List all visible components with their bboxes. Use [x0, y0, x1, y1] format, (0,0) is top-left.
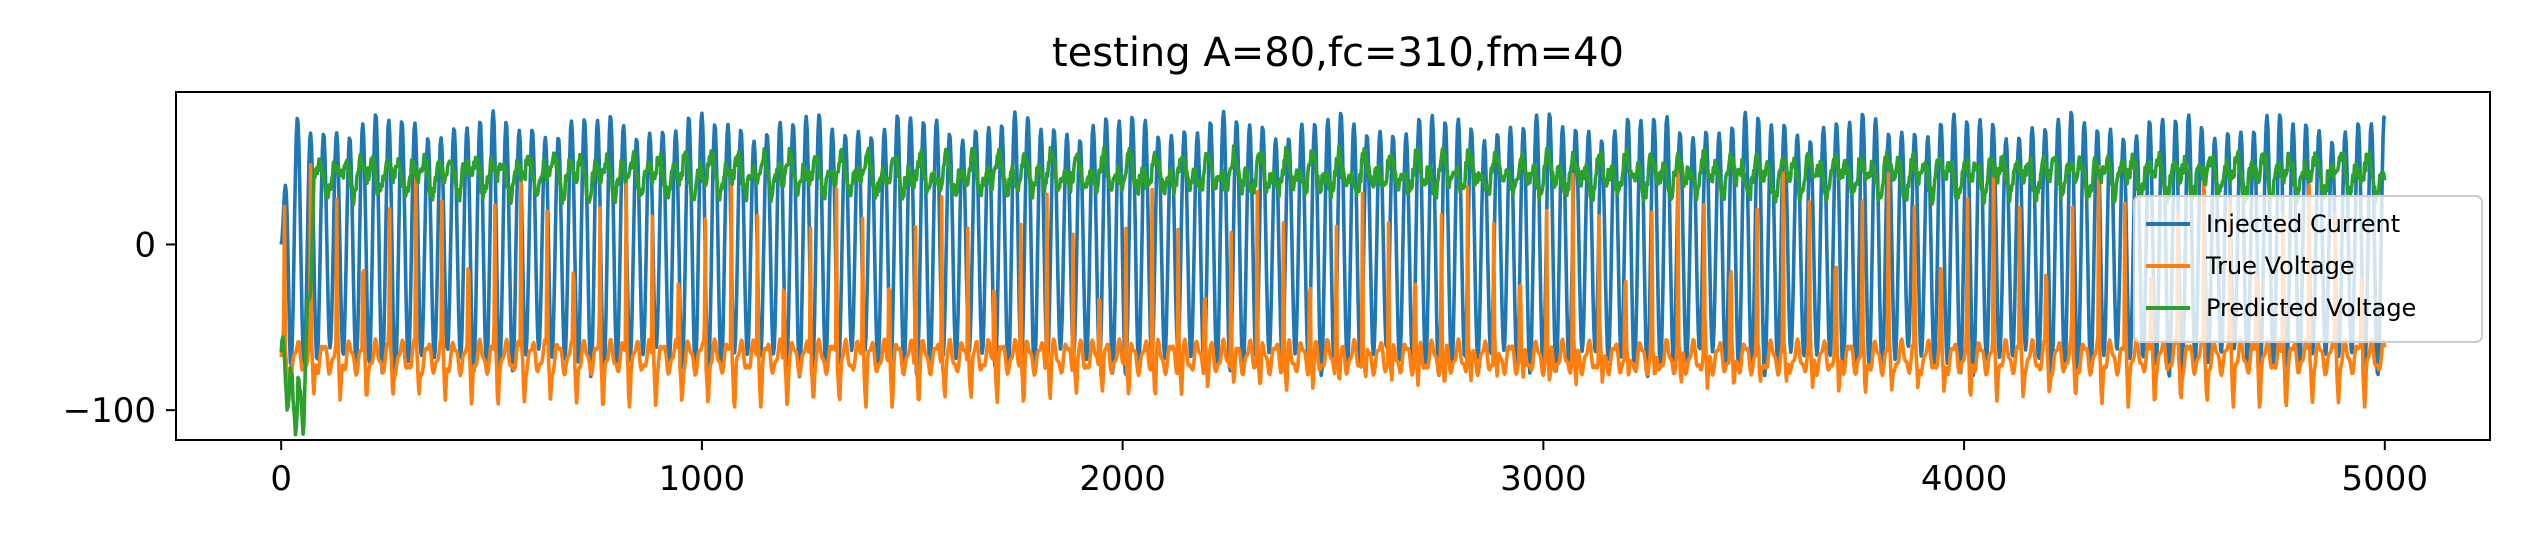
legend: Injected Current True Voltage Predicted Vo… — [2133, 195, 2483, 343]
x-tick-label: 3000 — [1500, 459, 1587, 499]
x-tick-label: 0 — [270, 459, 292, 499]
legend-label: Predicted Voltage — [2206, 294, 2416, 322]
x-tick-label: 2000 — [1079, 459, 1166, 499]
x-tick-label: 1000 — [659, 459, 746, 499]
series-line-predicted-voltage — [279, 144, 2387, 437]
series-line-true-voltage — [279, 163, 2387, 409]
chart-title: testing A=80,fc=310,fm=40 — [1052, 30, 1624, 76]
legend-label: Injected Current — [2206, 210, 2400, 238]
y-tick-label: 0 — [134, 225, 156, 265]
y-tick-label: −100 — [63, 391, 156, 431]
plot-area — [279, 109, 2387, 437]
x-tick-label: 5000 — [2342, 459, 2429, 499]
axes-frame — [175, 91, 2491, 441]
x-tick-label: 4000 — [1921, 459, 2008, 499]
axes: 0 1000 2000 3000 4000 5000 0 −100 — [63, 91, 2491, 499]
legend-label: True Voltage — [2205, 252, 2355, 280]
legend-box — [2133, 195, 2483, 343]
series-line-injected-current — [279, 109, 2387, 379]
